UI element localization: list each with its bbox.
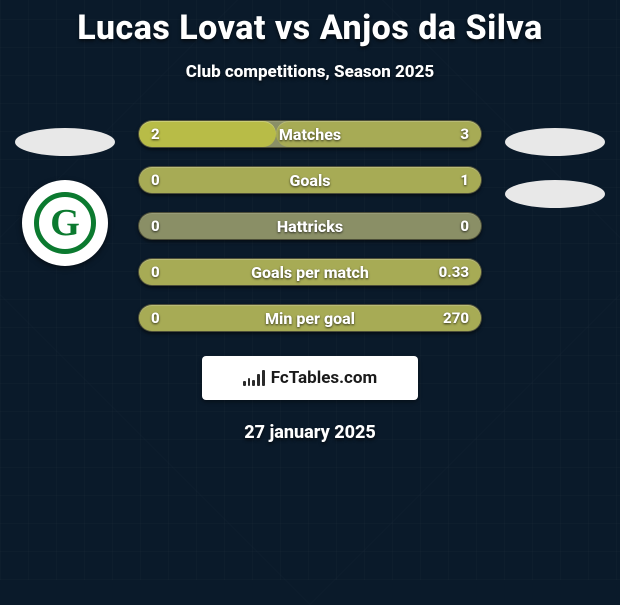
brand-text: FcTables.com [271, 368, 377, 388]
stat-value-right: 0.33 [439, 259, 469, 285]
left-club-logo: G [22, 180, 108, 266]
stat-row: 0Hattricks0 [138, 212, 482, 240]
stat-label: Min per goal [139, 305, 481, 331]
snapshot-date: 27 january 2025 [0, 422, 620, 443]
stat-row: 0Min per goal270 [138, 304, 482, 332]
stat-row: 2Matches3 [138, 120, 482, 148]
stat-value-right: 270 [443, 305, 469, 331]
comparison-content: G 2Matches30Goals10Hattricks00Goals per … [0, 120, 620, 332]
left-player-column: G [10, 120, 120, 332]
brand-bar-icon-bar [262, 370, 265, 386]
right-player-column [500, 120, 610, 332]
stat-value-right: 1 [460, 167, 469, 193]
club-logo-letter: G [50, 204, 80, 242]
stat-row: 0Goals per match0.33 [138, 258, 482, 286]
brand-bar-icon [243, 370, 265, 386]
brand-bar-icon-bar [248, 378, 251, 386]
stat-value-right: 3 [460, 121, 469, 147]
club-logo-ring: G [34, 192, 96, 254]
stat-row: 0Goals1 [138, 166, 482, 194]
stat-label: Matches [139, 121, 481, 147]
left-player-placeholder [15, 128, 115, 156]
stat-label: Goals per match [139, 259, 481, 285]
right-player-placeholder-1 [505, 128, 605, 156]
brand-bar-icon-bar [257, 374, 260, 386]
stats-bars: 2Matches30Goals10Hattricks00Goals per ma… [138, 120, 482, 332]
subtitle: Club competitions, Season 2025 [0, 62, 620, 82]
brand-bar-icon-bar [252, 380, 255, 386]
stat-label: Hattricks [139, 213, 481, 239]
brand-box[interactable]: FcTables.com [202, 356, 418, 400]
right-player-placeholder-2 [505, 180, 605, 208]
page-title: Lucas Lovat vs Anjos da Silva [0, 0, 620, 48]
brand-bar-icon-bar [243, 381, 246, 386]
stat-value-right: 0 [460, 213, 469, 239]
stat-label: Goals [139, 167, 481, 193]
